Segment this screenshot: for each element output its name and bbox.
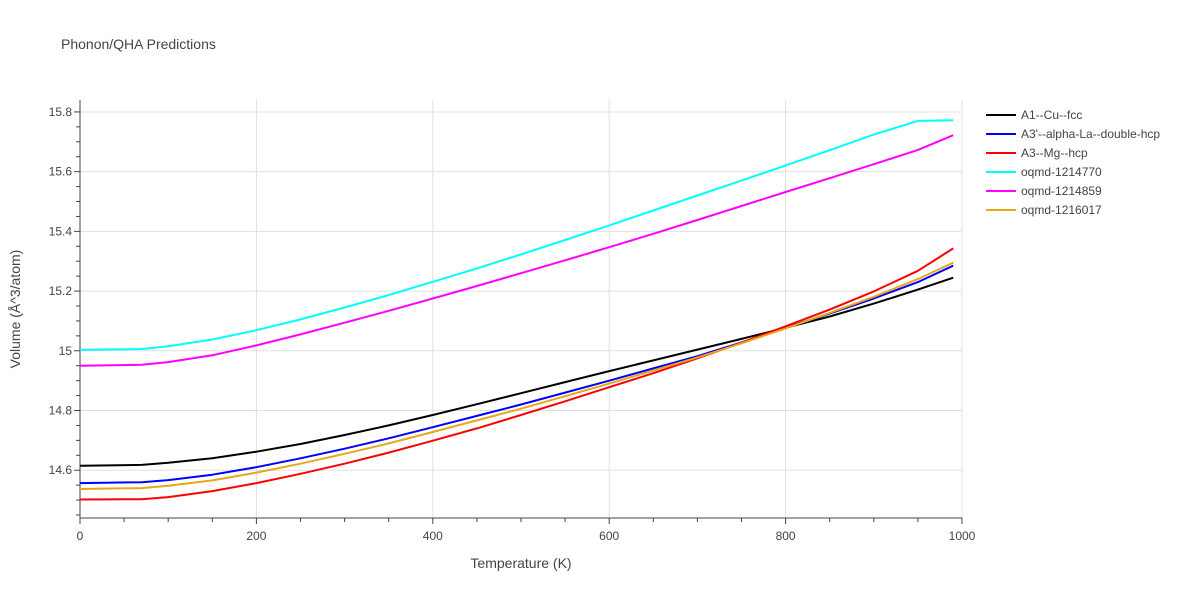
y-tick-label: 14.8	[49, 404, 73, 418]
legend-item[interactable]: A3'--alpha-La--double-hcp	[986, 127, 1160, 141]
tick-labels: 0 200 400 600 800 1000 14.6 14.8 15 15.2 15.4 15.6 1…	[49, 105, 976, 543]
series-line-6[interactable]	[79, 261, 954, 490]
x-tick-label: 800	[776, 529, 796, 543]
legend-item[interactable]: oqmd-1214770	[986, 165, 1102, 179]
y-axis-title: Volume (Å^3/atom)	[7, 250, 23, 369]
legend-label: A1--Cu--fcc	[1021, 108, 1082, 122]
series-line-4[interactable]	[79, 119, 954, 351]
y-tick-label: 14.6	[49, 463, 73, 477]
legend-item[interactable]: oqmd-1216017	[986, 203, 1102, 217]
legend-item[interactable]: oqmd-1214859	[986, 184, 1102, 198]
x-tick-label: 400	[423, 529, 443, 543]
x-tick-label: 1000	[949, 529, 976, 543]
legend-label: A3'--alpha-La--double-hcp	[1021, 127, 1160, 141]
x-tick-label: 600	[599, 529, 619, 543]
legend-label: oqmd-1216017	[1021, 203, 1102, 217]
y-tick-label: 15	[59, 344, 73, 358]
grid-lines	[80, 100, 963, 518]
y-tick-label: 15.6	[49, 165, 73, 179]
series-line-1[interactable]	[79, 276, 954, 467]
chart-title: Phonon/QHA Predictions	[61, 36, 216, 52]
plot-series	[79, 119, 954, 501]
y-tick-label: 15.4	[49, 224, 73, 238]
x-tick-label: 0	[77, 529, 84, 543]
x-tick-label: 200	[246, 529, 266, 543]
y-tick-label: 15.2	[49, 284, 73, 298]
legend[interactable]: A1--Cu--fcc A3'--alpha-La--double-hcp A3--…	[986, 108, 1160, 217]
series-line-5[interactable]	[79, 134, 954, 367]
series-line-3[interactable]	[79, 247, 954, 501]
x-axis-title: Temperature (K)	[470, 555, 571, 571]
y-tick-label: 15.8	[49, 105, 73, 119]
legend-item[interactable]: A1--Cu--fcc	[986, 108, 1082, 122]
legend-item[interactable]: A3--Mg--hcp	[986, 146, 1088, 160]
axes	[74, 100, 963, 524]
legend-label: oqmd-1214770	[1021, 165, 1102, 179]
series-line-2[interactable]	[79, 264, 954, 485]
legend-label: oqmd-1214859	[1021, 184, 1102, 198]
legend-label: A3--Mg--hcp	[1021, 146, 1088, 160]
